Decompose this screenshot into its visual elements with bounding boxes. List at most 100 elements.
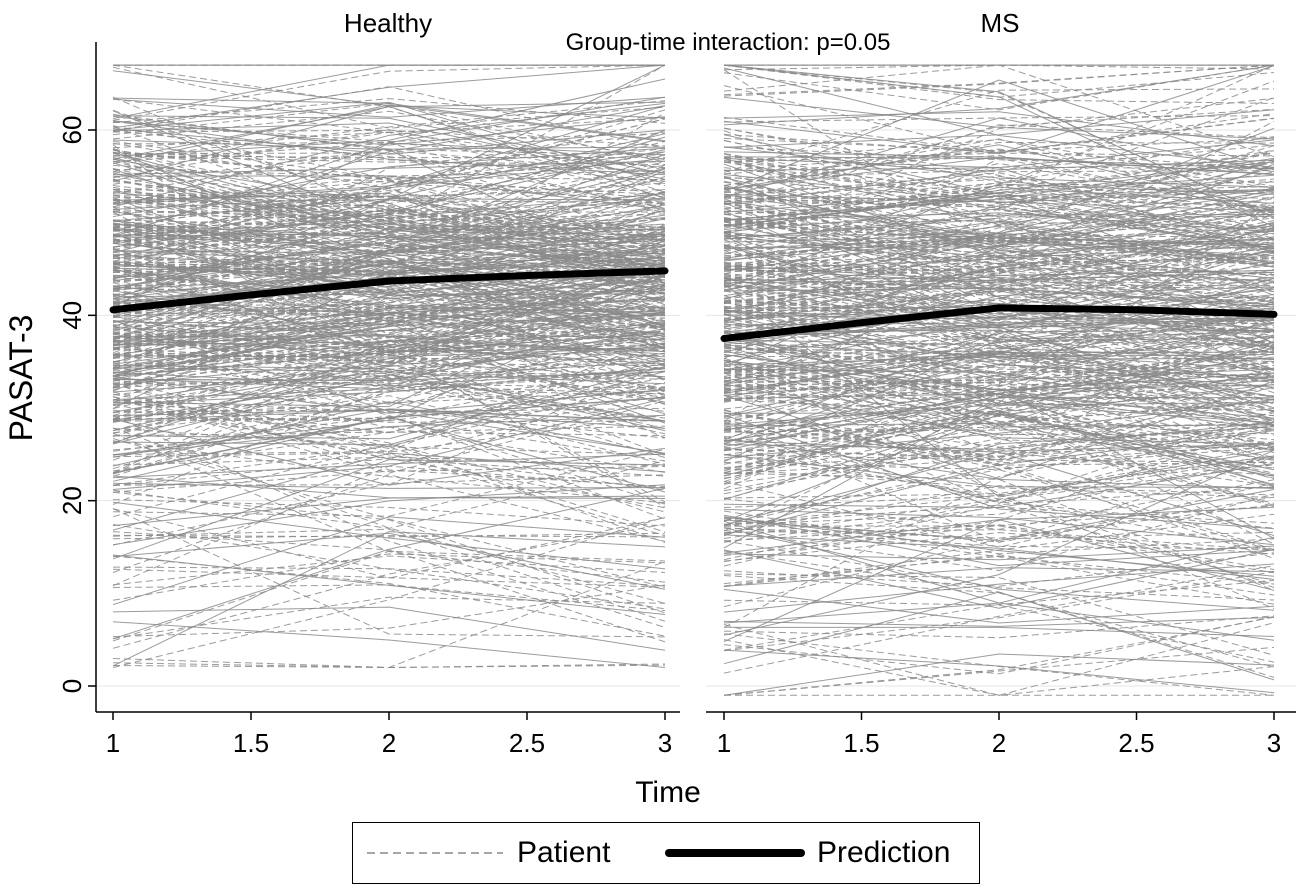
- x-tick-label: 2: [992, 728, 1006, 758]
- patient-line: [112, 252, 666, 276]
- patient-line: [723, 64, 1275, 71]
- patient-line: [723, 534, 1275, 580]
- patient-line: [723, 282, 1274, 286]
- patient-line: [112, 178, 666, 279]
- patient-line: [723, 152, 1275, 261]
- patient-line: [723, 420, 1275, 543]
- patient-line: [112, 474, 666, 573]
- patient-line: [112, 139, 666, 278]
- patient-line: [112, 465, 666, 587]
- patient-line: [112, 270, 666, 456]
- patient-line: [723, 276, 1275, 306]
- patient-line: [723, 64, 1275, 219]
- patient-line: [112, 343, 666, 371]
- patient-line: [112, 276, 666, 348]
- patient-line: [112, 213, 666, 270]
- patient-line: [112, 97, 666, 142]
- patient-line: [112, 104, 666, 165]
- patient-line: [723, 349, 1275, 427]
- patient-line: [112, 308, 666, 377]
- patient-line: [112, 438, 666, 588]
- patient-line: [112, 343, 666, 390]
- patient-line: [112, 297, 666, 342]
- patient-line: [723, 146, 1275, 168]
- patient-line: [723, 326, 1275, 413]
- patient-line: [723, 258, 1275, 320]
- patient-line: [112, 516, 666, 606]
- patient-line: [723, 64, 1275, 158]
- patient-line: [112, 336, 666, 455]
- patient-line: [723, 186, 1275, 349]
- patient-line: [723, 550, 1275, 678]
- patient-line: [723, 532, 1275, 562]
- patient-line: [723, 286, 1275, 364]
- patient-line: [723, 221, 1275, 263]
- patient-line: [112, 340, 666, 520]
- patient-line: [112, 475, 666, 499]
- patient-line: [723, 220, 1275, 292]
- patient-line: [112, 440, 666, 504]
- prediction-line-healthy: [109, 267, 669, 314]
- panel-title-healthy: Healthy: [344, 8, 432, 38]
- patient-line: [723, 514, 1275, 567]
- patient-line: [723, 401, 1275, 477]
- patient-line: [723, 372, 1275, 463]
- patient-line: [112, 275, 666, 420]
- patient-line: [723, 373, 1275, 452]
- patient-line: [112, 255, 666, 320]
- patient-line: [723, 599, 1275, 663]
- patient-line: [112, 329, 666, 348]
- patient-line: [112, 110, 666, 161]
- patient-line: [112, 148, 666, 212]
- patient-line: [723, 615, 1275, 639]
- patient-line: [723, 220, 1275, 264]
- patient-line: [112, 219, 666, 257]
- patient-line: [112, 311, 666, 348]
- patient-line: [723, 639, 1275, 696]
- patient-line: [723, 375, 1275, 412]
- patient-line: [723, 326, 1275, 429]
- y-tick-label: 20: [57, 486, 87, 515]
- patient-line: [723, 345, 1275, 375]
- patient-line: [723, 226, 1275, 324]
- patient-line: [723, 446, 1275, 508]
- patient-line: [723, 489, 1275, 542]
- patient-line: [112, 238, 666, 309]
- patient-line: [723, 545, 1275, 561]
- patient-line: [112, 584, 666, 638]
- x-tick-label: 2.5: [509, 728, 545, 758]
- patient-line: [112, 390, 666, 418]
- patient-line: [112, 584, 666, 612]
- patient-line: [723, 439, 1275, 536]
- patient-line: [112, 251, 666, 266]
- patient-line: [723, 162, 1275, 206]
- patient-line: [112, 304, 666, 363]
- patient-line: [723, 200, 1275, 262]
- patient-line: [723, 536, 1275, 624]
- patient-line: [723, 127, 1275, 253]
- patient-line: [723, 435, 1275, 529]
- patient-line: [112, 105, 666, 236]
- patient-line: [112, 321, 666, 424]
- patient-line: [723, 410, 1275, 479]
- patient-line: [112, 64, 666, 265]
- patient-line: [723, 310, 1275, 343]
- patient-line: [723, 251, 1275, 347]
- patient-line: [112, 484, 666, 546]
- patient-line: [723, 268, 1275, 363]
- patient-line: [723, 379, 1275, 391]
- patient-line: [112, 414, 666, 456]
- patient-line: [723, 505, 1275, 556]
- patient-line: [112, 386, 666, 460]
- y-tick-label: 0: [57, 679, 87, 693]
- patient-line: [723, 183, 1275, 289]
- patient-line: [723, 426, 1275, 537]
- patient-line: [723, 516, 1275, 577]
- patient-line: [112, 305, 666, 435]
- patient-line: [112, 240, 666, 368]
- patient-line: [723, 196, 1275, 248]
- patient-line: [112, 399, 666, 413]
- patient-line: [723, 67, 1275, 168]
- patient-line: [723, 329, 1275, 420]
- legend-swatch-prediction: [665, 849, 805, 857]
